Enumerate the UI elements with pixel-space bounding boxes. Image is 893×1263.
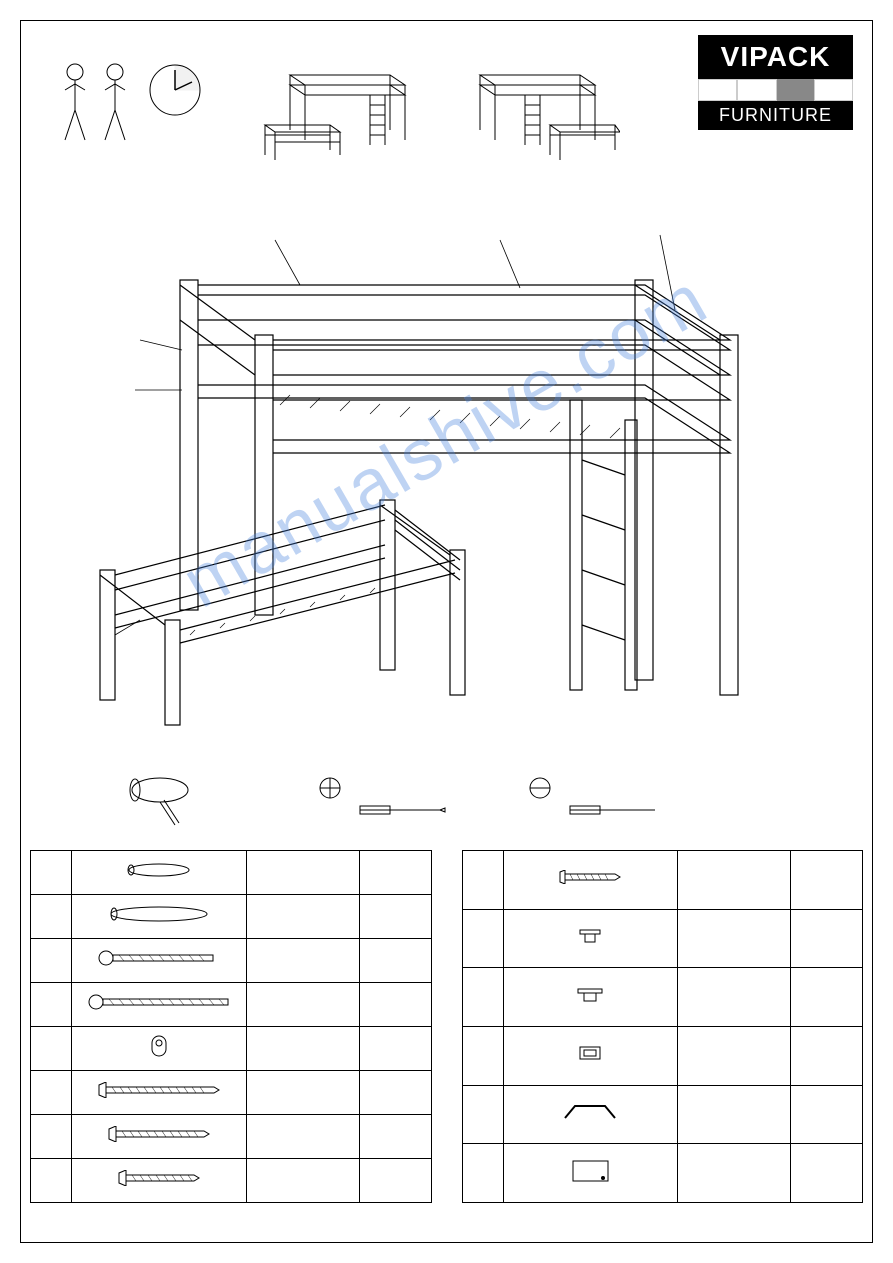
cap-b-icon: [503, 968, 678, 1027]
part-qty: [359, 895, 431, 939]
cap-a-icon: [503, 909, 678, 968]
part-row: [31, 983, 432, 1027]
cap-c-icon: [503, 1026, 678, 1085]
part-qty: [791, 1085, 863, 1144]
part-row: [31, 1071, 432, 1115]
thumb-config-b: [470, 60, 620, 170]
brand-logo: VIPACK FURNITURE: [698, 35, 853, 130]
part-row: [462, 1144, 863, 1203]
part-spec: [678, 1085, 791, 1144]
part-qty: [359, 1115, 431, 1159]
parts-list: [30, 850, 863, 1203]
part-id: [31, 851, 72, 895]
part-spec: [678, 851, 791, 910]
bolt-med-icon: [72, 939, 247, 983]
part-row: [31, 1027, 432, 1071]
part-qty: [359, 939, 431, 983]
screw-long-icon: [72, 1071, 247, 1115]
part-row: [31, 1159, 432, 1203]
part-qty: [791, 851, 863, 910]
brand-subtitle: FURNITURE: [698, 101, 853, 130]
part-row: [462, 851, 863, 910]
part-spec: [678, 909, 791, 968]
part-id: [31, 1115, 72, 1159]
part-qty: [791, 968, 863, 1027]
brand-stripe: [698, 79, 853, 101]
part-spec: [678, 1026, 791, 1085]
part-spec: [246, 1159, 359, 1203]
brand-name: VIPACK: [698, 35, 853, 79]
persons-clock-icon: [50, 60, 220, 150]
part-row: [462, 909, 863, 968]
part-id: [31, 1027, 72, 1071]
part-qty: [791, 1026, 863, 1085]
parts-table-left: [30, 850, 432, 1203]
dowel-short-icon: [72, 851, 247, 895]
part-spec: [246, 1027, 359, 1071]
part-spec: [246, 1115, 359, 1159]
part-spec: [246, 939, 359, 983]
required-tools: [120, 770, 770, 830]
part-row: [31, 1115, 432, 1159]
part-spec: [246, 851, 359, 895]
part-row: [31, 939, 432, 983]
part-id: [31, 1159, 72, 1203]
screw-small-icon: [503, 851, 678, 910]
part-row: [462, 1085, 863, 1144]
screw-med-icon: [72, 1115, 247, 1159]
sticker-icon: [503, 1144, 678, 1203]
part-row: [462, 1026, 863, 1085]
part-qty: [791, 1144, 863, 1203]
dowel-long-icon: [72, 895, 247, 939]
bolt-long-icon: [72, 983, 247, 1027]
part-id: [31, 1071, 72, 1115]
part-spec: [246, 1071, 359, 1115]
part-qty: [359, 983, 431, 1027]
part-qty: [359, 851, 431, 895]
thumb-config-a: [260, 60, 410, 170]
part-spec: [246, 895, 359, 939]
part-id: [462, 851, 503, 910]
part-qty: [359, 1159, 431, 1203]
product-thumbnails: [260, 60, 620, 170]
part-id: [462, 968, 503, 1027]
screw-short-icon: [72, 1159, 247, 1203]
part-id: [462, 1085, 503, 1144]
part-row: [31, 895, 432, 939]
part-id: [462, 909, 503, 968]
part-row: [462, 968, 863, 1027]
part-row: [31, 851, 432, 895]
part-qty: [359, 1027, 431, 1071]
part-id: [462, 1144, 503, 1203]
barrel-nut-icon: [72, 1027, 247, 1071]
part-spec: [678, 1144, 791, 1203]
part-id: [462, 1026, 503, 1085]
part-id: [31, 983, 72, 1027]
part-id: [31, 895, 72, 939]
part-qty: [359, 1071, 431, 1115]
part-spec: [678, 968, 791, 1027]
part-qty: [791, 909, 863, 968]
parts-table-right: [462, 850, 864, 1203]
assembly-requirements: [50, 60, 220, 155]
part-spec: [246, 983, 359, 1027]
allen-key-icon: [503, 1085, 678, 1144]
part-id: [31, 939, 72, 983]
main-product-diagram: [80, 220, 810, 750]
